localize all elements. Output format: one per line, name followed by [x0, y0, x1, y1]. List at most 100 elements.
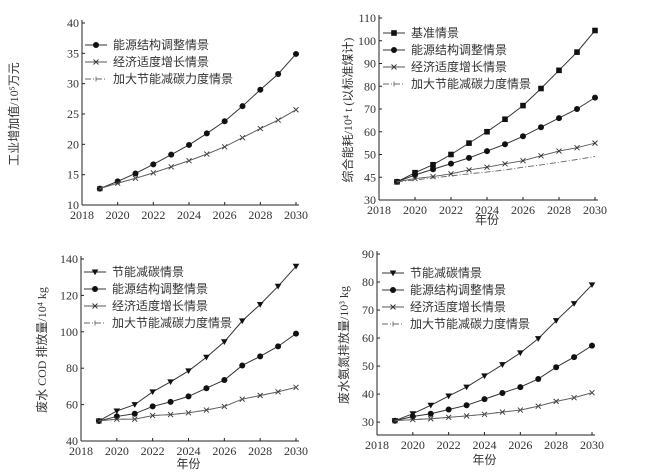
series-line — [98, 333, 297, 422]
series-4 — [396, 156, 596, 183]
data-point-circle — [556, 115, 562, 122]
data-point-circle — [589, 342, 595, 349]
data-point-square — [538, 85, 544, 92]
x-tick-label: 2018 — [69, 444, 93, 458]
x-tick-label: 2020 — [105, 444, 129, 458]
legend-label: 节能减碳情景 — [112, 265, 184, 279]
series-2 — [97, 106, 299, 192]
legend-item: 节能减碳情景 — [382, 266, 482, 280]
y-tick-label: 100 — [60, 325, 78, 339]
data-point-triangle-down — [552, 318, 560, 324]
series-2 — [95, 330, 299, 424]
data-point-triangle-down — [570, 301, 578, 307]
legend-item: 加大节能减碳力度情景 — [84, 315, 232, 330]
legend-item: 能源结构调整情景 — [383, 42, 507, 57]
series-line — [98, 386, 297, 422]
data-point-circle — [463, 402, 470, 409]
data-point-circle — [239, 103, 246, 110]
legend-item: 能源结构调整情景 — [85, 37, 209, 52]
y-tick-label: 50 — [362, 359, 374, 373]
data-point-triangle-down — [256, 302, 264, 308]
data-point-x — [502, 161, 508, 167]
data-point-triangle-down — [238, 318, 246, 325]
legend-label: 加大节能减碳力度情景 — [112, 315, 232, 330]
data-point-circle — [448, 160, 454, 167]
legend-label: 能源结构调整情景 — [112, 281, 208, 296]
data-point-x — [149, 412, 156, 419]
data-point-circle — [167, 398, 174, 405]
x-tick-label: 2018 — [70, 208, 94, 222]
legend-item: 能源结构调整情景 — [84, 281, 208, 296]
legend-label: 能源结构调整情景 — [410, 282, 506, 297]
legend-label: 加大节能减碳力度情景 — [411, 76, 531, 91]
y-tick-label: 35 — [67, 46, 79, 60]
data-point-triangle-down — [517, 350, 524, 357]
data-point-circle — [538, 124, 544, 131]
legend-label: 能源结构调整情景 — [411, 42, 507, 57]
data-point-circle — [168, 151, 175, 158]
data-point-circle — [427, 410, 434, 417]
x-tick-label: 2024 — [177, 208, 201, 222]
x-tick-label: 2030 — [580, 438, 604, 452]
data-point-circle — [203, 385, 210, 392]
data-point-triangle-down — [131, 402, 139, 408]
y-tick-label: 30 — [364, 193, 376, 207]
legend-item: 加大节能减碳力度情景 — [383, 76, 531, 91]
data-point-circle — [186, 141, 192, 148]
data-point-triangle-down — [203, 354, 210, 361]
data-point-square — [502, 116, 508, 123]
legend-item: 节能减碳情景 — [84, 265, 184, 279]
data-point-circle — [275, 70, 282, 77]
y-tick-label: 30 — [67, 77, 79, 91]
data-point-x — [114, 180, 121, 186]
x-tick-label: 2026 — [511, 203, 535, 217]
series-3 — [99, 109, 297, 190]
legend-label: 经济适度增长情景 — [113, 54, 209, 69]
legend-item: 经济适度增长情景 — [383, 59, 507, 74]
series-3 — [394, 140, 598, 185]
data-point-circle — [484, 148, 490, 155]
data-point-square — [448, 151, 454, 158]
data-point-circle — [93, 42, 99, 48]
series-line — [396, 142, 596, 183]
series-line — [394, 345, 593, 422]
series-line — [99, 109, 297, 190]
data-point-x — [445, 414, 452, 421]
data-point-x — [556, 148, 562, 154]
data-point-x — [391, 64, 397, 70]
data-point-square — [592, 27, 598, 34]
data-point-triangle-down — [167, 379, 174, 386]
x-tick-label: 2024 — [177, 444, 201, 458]
data-point-x — [592, 140, 598, 146]
data-point-circle — [553, 364, 560, 371]
data-point-triangle-down — [445, 393, 452, 400]
data-point-x — [410, 416, 416, 423]
y-tick-label: 110 — [358, 11, 376, 25]
x-tick-label: 2022 — [141, 444, 165, 458]
y-tick-label: 30 — [362, 415, 374, 429]
series-line — [394, 392, 593, 422]
data-point-triangle-down — [113, 408, 121, 415]
data-point-circle — [412, 171, 418, 178]
legend-label: 节能减碳情景 — [410, 266, 482, 280]
data-point-circle — [275, 343, 282, 350]
y-axis-label: 废水氨氮排放量/10³ kg — [336, 286, 351, 404]
data-point-circle — [466, 154, 472, 161]
series-2 — [391, 342, 595, 424]
y-tick-label: 70 — [364, 102, 376, 116]
data-point-triangle-down — [149, 389, 156, 396]
data-point-x — [390, 304, 396, 310]
y-tick-label: 40 — [67, 16, 79, 30]
series-line — [394, 284, 593, 422]
legend-label: 加大节能减碳力度情景 — [410, 316, 530, 331]
legend-label: 经济适度增长情景 — [410, 299, 506, 314]
data-point-square — [484, 128, 490, 135]
series-line — [98, 265, 297, 422]
x-tick-label: 2030 — [284, 208, 308, 222]
data-point-circle — [502, 141, 508, 148]
y-axis-label: 综合能耗/10⁴ t (以标准煤计) — [340, 38, 355, 183]
data-point-triangle-down — [274, 283, 282, 290]
data-point-triangle-down — [499, 362, 506, 368]
y-tick-label: 10 — [67, 198, 79, 212]
data-point-triangle-down — [185, 368, 192, 375]
